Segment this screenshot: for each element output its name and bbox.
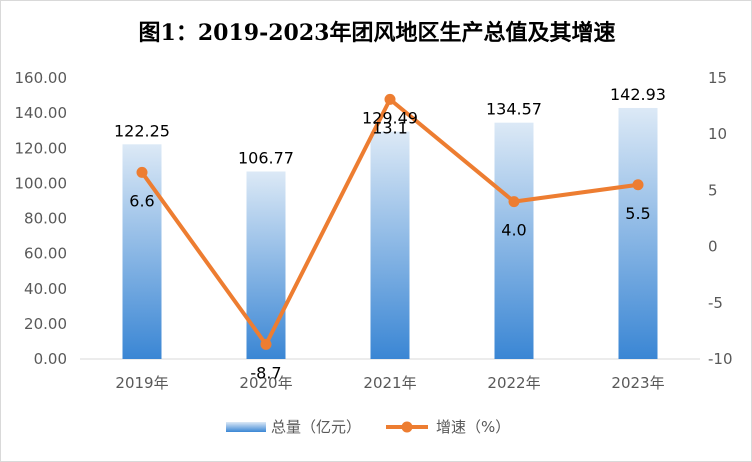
line-layer (136, 93, 644, 350)
chart-title: 图1：2019-2023年团风地区生产总值及其增速 (138, 20, 616, 46)
y-left-tick-label: 100.00 (15, 174, 68, 192)
x-tick-label: 2021年 (363, 374, 416, 392)
x-tick-label: 2023年 (611, 374, 664, 392)
y-right-tick-label: 10 (708, 125, 727, 143)
bar-value-label: 134.57 (486, 100, 542, 119)
bar-value-label: 142.93 (610, 85, 666, 104)
legend-label-line: 增速（%） (436, 418, 510, 436)
line-point (508, 196, 520, 208)
labels-layer: 122.25 106.77 129.49 134.57 142.93 6.6 -8.7 13.… (114, 85, 666, 382)
bar (618, 107, 658, 359)
line-point (260, 338, 272, 350)
legend-swatch-marker (401, 421, 413, 433)
bar-value-label: 106.77 (238, 148, 294, 167)
y-left-tick-label: 60.00 (24, 245, 67, 263)
line-value-label: 6.6 (129, 191, 154, 210)
line-value-label: -8.7 (250, 363, 281, 382)
y-right-tick-label: -10 (708, 350, 733, 368)
line-point (136, 166, 148, 178)
x-tick-label: 2019年 (115, 374, 168, 392)
line-value-label: 4.0 (501, 221, 526, 240)
x-tick-label: 2022年 (487, 374, 540, 392)
y-right-tick-label: -5 (708, 294, 723, 312)
legend-swatch-bar (226, 422, 266, 432)
line-point (384, 93, 396, 105)
line-point (632, 179, 644, 191)
y-left-tick-label: 0.00 (34, 350, 67, 368)
y-right-tick-label: 15 (708, 69, 727, 87)
y-left-tick-label: 80.00 (24, 210, 67, 228)
y-left-tick-label: 160.00 (15, 69, 68, 87)
bar (494, 122, 534, 359)
y-right-tick-label: 0 (708, 238, 718, 256)
axes-layer: 0.00 20.00 40.00 60.00 80.00 100.00 120.00 140.… (15, 69, 733, 392)
bars-layer (122, 107, 658, 359)
y-left-tick-label: 40.00 (24, 280, 67, 298)
bar (246, 171, 286, 359)
y-left-tick-label: 20.00 (24, 315, 67, 333)
bar-value-label: 129.49 (362, 109, 418, 128)
x-tick-label: 2020年 (239, 374, 292, 392)
line-value-label: 5.5 (625, 204, 650, 223)
legend-label-bar: 总量（亿元） (271, 418, 361, 436)
legend: 总量（亿元） 增速（%） (226, 418, 510, 436)
y-right-tick-label: 5 (708, 181, 718, 199)
bar (370, 131, 410, 359)
line-value-label: 13.1 (372, 118, 408, 137)
bar (122, 144, 162, 359)
bar-value-label: 122.25 (114, 121, 170, 140)
y-left-tick-label: 120.00 (15, 139, 68, 157)
y-left-tick-label: 140.00 (15, 104, 68, 122)
